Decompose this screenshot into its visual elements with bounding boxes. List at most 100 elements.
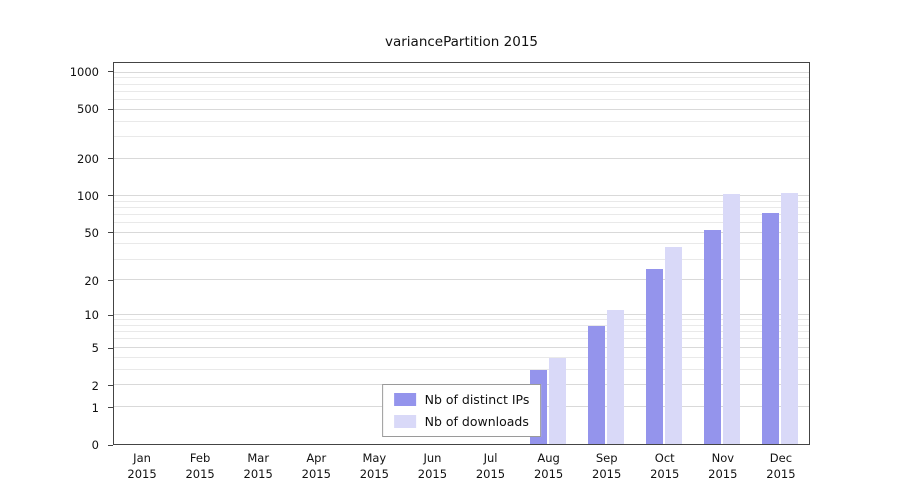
y-tick-mark — [108, 108, 113, 110]
y-tick-label: 500 — [77, 102, 99, 117]
minor-gridline — [114, 243, 809, 245]
y-axis: 0 1 2 5 10 20 50 100 200 500 1000 — [0, 62, 113, 452]
x-tick-year: 2015 — [708, 466, 738, 481]
y-tick-mark — [108, 158, 113, 160]
bar — [723, 193, 741, 444]
minor-gridline — [114, 213, 809, 215]
minor-gridline — [114, 136, 809, 138]
x-tick-year: 2015 — [592, 466, 622, 481]
x-tick-year: 2015 — [417, 466, 448, 481]
bar — [704, 229, 722, 444]
x-tick-month: Apr — [306, 451, 327, 465]
bar — [607, 310, 625, 444]
bar-group — [114, 63, 172, 444]
legend-item: Nb of distinct IPs — [393, 392, 530, 407]
y-tick-mark — [108, 314, 113, 316]
x-tick-label: Aug 2015 — [520, 451, 578, 482]
x-tick-label: Feb 2015 — [171, 451, 229, 482]
bar-group — [693, 63, 751, 444]
x-tick-label: Nov 2015 — [694, 451, 752, 482]
x-tick-month: Jan — [133, 451, 151, 465]
minor-gridline — [114, 324, 809, 326]
y-tick-mark — [108, 407, 113, 409]
major-gridline — [114, 346, 809, 348]
y-tick-mark — [108, 71, 113, 73]
x-tick-year: 2015 — [533, 466, 564, 481]
x-axis: Jan 2015 Feb 2015 Mar 2015 Apr 2015 May 2015 Jun 20… — [113, 451, 810, 482]
major-gridline — [114, 231, 809, 233]
y-tick-label: 50 — [84, 225, 99, 240]
minor-gridline — [114, 331, 809, 333]
x-tick-month: Oct — [654, 451, 675, 465]
bar-group — [230, 63, 288, 444]
legend-swatch — [393, 393, 416, 406]
legend: Nb of distinct IPs Nb of downloads — [381, 384, 542, 437]
x-tick-label: Jan 2015 — [113, 451, 171, 482]
x-tick-month: Feb — [189, 451, 211, 465]
bar — [549, 357, 567, 444]
x-tick-year: 2015 — [301, 466, 331, 481]
bar-group — [635, 63, 693, 444]
x-tick-month: Dec — [769, 451, 793, 465]
y-tick-mark — [108, 280, 113, 282]
chart-title: variancePartition 2015 — [384, 34, 539, 50]
x-tick-month: Aug — [537, 451, 560, 465]
legend-swatch — [393, 415, 416, 428]
bar — [665, 247, 683, 444]
bar-group — [577, 63, 635, 444]
y-tick-label: 100 — [77, 188, 99, 203]
legend-label: Nb of distinct IPs — [424, 392, 530, 407]
y-tick-mark — [108, 385, 113, 387]
x-tick-month: Jun — [423, 451, 442, 465]
major-gridline — [114, 279, 809, 281]
minor-gridline — [114, 90, 809, 92]
major-gridline — [114, 108, 809, 110]
minor-gridline — [114, 83, 809, 85]
x-tick-year: 2015 — [359, 466, 389, 481]
legend-item: Nb of downloads — [393, 414, 530, 429]
y-tick-label: 10 — [84, 308, 99, 323]
x-tick-label: May 2015 — [345, 451, 403, 482]
minor-gridline — [114, 206, 809, 208]
minor-gridline — [114, 338, 809, 340]
y-tick-label: 5 — [91, 341, 99, 356]
bar — [646, 268, 664, 444]
bar — [781, 193, 799, 444]
legend-label: Nb of downloads — [424, 414, 529, 429]
minor-gridline — [114, 258, 809, 260]
major-gridline — [114, 195, 809, 197]
bar-group — [172, 63, 230, 444]
y-tick-label: 0 — [91, 438, 99, 452]
x-tick-label: Dec 2015 — [752, 451, 810, 482]
bar-group — [751, 63, 809, 444]
x-tick-year: 2015 — [127, 466, 157, 481]
plot-area: Nb of distinct IPs Nb of downloads — [113, 62, 810, 445]
x-tick-month: Nov — [711, 451, 735, 465]
major-gridline — [114, 71, 809, 73]
y-tick-label: 20 — [84, 273, 99, 288]
x-tick-year: 2015 — [650, 466, 680, 481]
y-tick-mark — [108, 347, 113, 349]
x-tick-month: Mar — [247, 451, 270, 465]
minor-gridline — [114, 99, 809, 101]
x-tick-year: 2015 — [185, 466, 215, 481]
minor-gridline — [114, 200, 809, 202]
x-tick-year: 2015 — [766, 466, 796, 481]
minor-gridline — [114, 222, 809, 224]
y-tick-label: 200 — [77, 151, 99, 166]
x-tick-label: Oct 2015 — [636, 451, 694, 482]
y-tick-label: 2 — [91, 378, 99, 393]
y-tick-label: 1000 — [69, 64, 99, 79]
bar — [588, 325, 606, 444]
minor-gridline — [114, 356, 809, 358]
x-tick-label: Jun 2015 — [403, 451, 461, 482]
y-tick-label: 1 — [91, 400, 99, 415]
x-tick-label: Mar 2015 — [229, 451, 287, 482]
x-tick-month: May — [362, 451, 387, 465]
bar-group — [288, 63, 346, 444]
y-tick-mark — [108, 232, 113, 234]
x-tick-year: 2015 — [475, 466, 506, 481]
y-tick-mark — [108, 195, 113, 197]
bar — [762, 212, 780, 444]
